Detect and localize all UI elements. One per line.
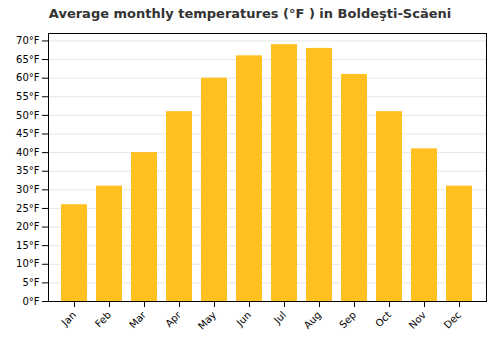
svg-text:55°F: 55°F — [16, 91, 40, 102]
svg-text:Oct: Oct — [373, 309, 393, 329]
svg-text:Feb: Feb — [93, 309, 113, 329]
svg-text:Jun: Jun — [234, 309, 254, 329]
html-text:Average monthly temperatures (: Average monthly temperatures (°F ) in Bo… — [48, 6, 452, 21]
svg-text:0°F: 0°F — [22, 296, 39, 307]
svg-text:5°F: 5°F — [22, 277, 39, 288]
svg-text:Aug: Aug — [302, 309, 324, 331]
svg-text:50°F: 50°F — [16, 110, 40, 121]
svg-text:30°F: 30°F — [16, 184, 40, 195]
svg-text:70°F: 70°F — [16, 35, 40, 46]
svg-text:15°F: 15°F — [16, 240, 40, 251]
svg-text:May: May — [196, 309, 218, 331]
svg-text:Dec: Dec — [442, 309, 463, 330]
svg-text:10°F: 10°F — [16, 258, 40, 269]
svg-text:Nov: Nov — [407, 309, 429, 331]
svg-text:45°F: 45°F — [16, 128, 40, 139]
svg-text:Apr: Apr — [163, 309, 184, 330]
svg-text:60°F: 60°F — [16, 72, 40, 83]
svg-text:Jul: Jul — [271, 309, 288, 326]
svg-text:65°F: 65°F — [16, 54, 40, 65]
svg-text:35°F: 35°F — [16, 165, 40, 176]
svg-text:Mar: Mar — [127, 309, 149, 331]
svg-text:20°F: 20°F — [16, 221, 40, 232]
svg-text:40°F: 40°F — [16, 147, 40, 158]
svg-text:25°F: 25°F — [16, 203, 40, 214]
svg-text:Sep: Sep — [337, 309, 358, 330]
svg-text:Jan: Jan — [59, 309, 78, 328]
